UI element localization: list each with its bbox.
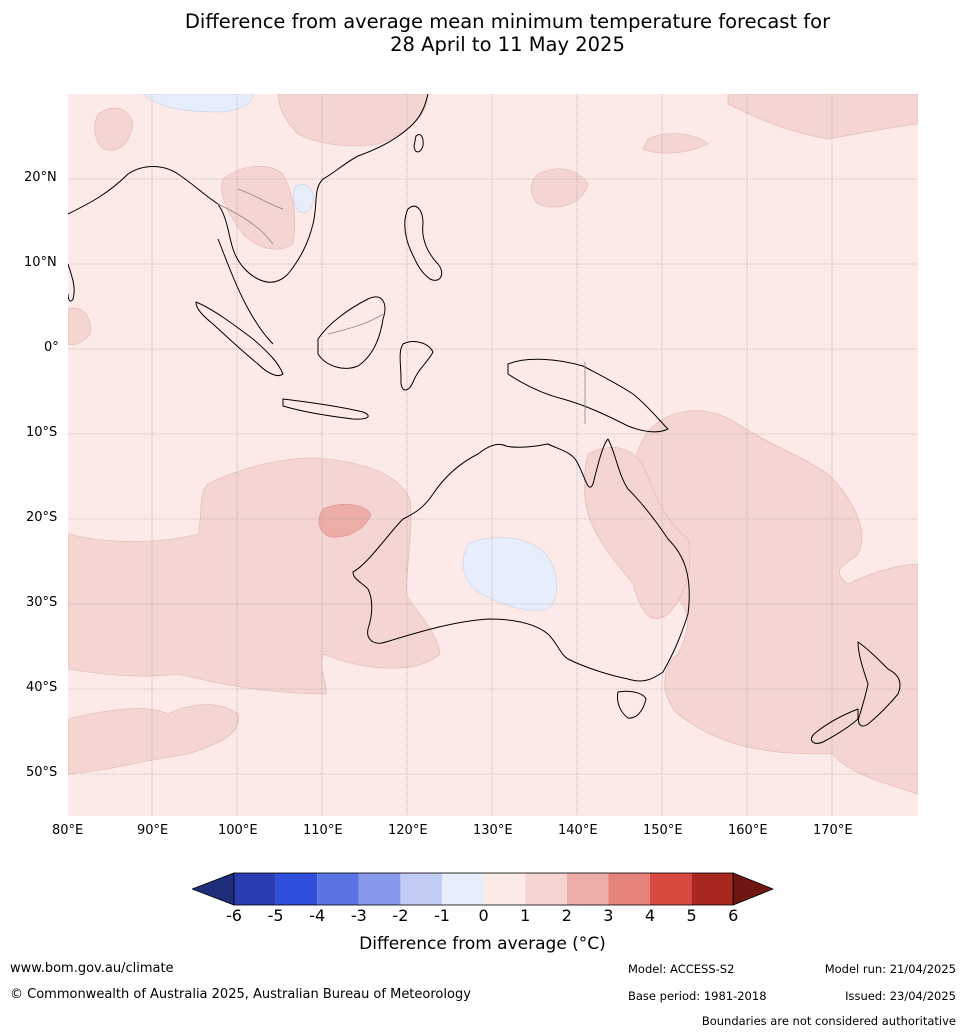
model-run-text: Model run: 21/04/2025 xyxy=(824,962,956,976)
colorbar-tick: 2 xyxy=(561,906,572,925)
lon-label: 140°E xyxy=(558,823,598,838)
anomaly-regions-neg xyxy=(142,94,558,611)
lon-label: 120°E xyxy=(388,823,428,838)
region-north-pacific-mid xyxy=(642,133,709,154)
colorbar-segment xyxy=(525,873,567,905)
malay-peninsula-coast xyxy=(217,238,274,345)
anomaly-regions-1-2 xyxy=(68,94,918,795)
region-north-pacific-w xyxy=(530,168,589,208)
region-bay-of-bengal xyxy=(94,107,134,151)
chart-title: Difference from average mean minimum tem… xyxy=(0,10,965,56)
colorbar-segment xyxy=(234,873,276,905)
graticule xyxy=(68,94,918,816)
lon-label: 150°E xyxy=(643,823,683,838)
region-west-equatorial xyxy=(68,307,91,345)
lon-label: 170°E xyxy=(813,823,853,838)
lon-label: 130°E xyxy=(473,823,513,838)
colorbar-label: Difference from average (°C) xyxy=(359,934,606,954)
region-central-aus-negative xyxy=(462,537,558,611)
colorbar-outline xyxy=(233,872,734,906)
region-east-aus xyxy=(583,447,691,619)
colorbar-tick: 3 xyxy=(603,906,614,925)
colorbar-segment xyxy=(566,873,609,905)
colorbar-segment xyxy=(650,873,692,905)
colorbar-extend-low xyxy=(190,872,235,906)
indochina-borders xyxy=(217,188,284,245)
lat-label: 0° xyxy=(44,340,59,355)
sulawesi-coast xyxy=(399,341,434,391)
colorbar-tick: -5 xyxy=(267,906,284,925)
colorbar-tick: -3 xyxy=(350,906,367,925)
java-coast xyxy=(282,398,369,420)
colorbar-segment xyxy=(275,873,318,905)
region-anomaly-2-3 xyxy=(318,504,372,538)
region-vietnam-coast-negative xyxy=(292,184,315,213)
base-period-text: Base period: 1981-2018 xyxy=(628,989,767,1003)
title-line-2: 28 April to 11 May 2025 xyxy=(390,33,625,56)
model-text: Model: ACCESS-S2 xyxy=(628,962,735,976)
lat-label: 50°S xyxy=(26,765,58,780)
nz-north-coast xyxy=(857,641,901,727)
issued-text: Issued: 23/04/2025 xyxy=(845,989,956,1003)
colorbar xyxy=(190,872,775,910)
colorbar-tick: 4 xyxy=(644,906,656,925)
australia-coast xyxy=(352,438,690,682)
boundaries-note: Boundaries are not considered authoritat… xyxy=(701,1014,956,1028)
tasmania-coast xyxy=(617,690,647,719)
region-indochina xyxy=(221,165,296,250)
lat-label: 30°S xyxy=(26,595,58,610)
colorbar-tick: 1 xyxy=(520,906,531,925)
title-line-1: Difference from average mean minimum tem… xyxy=(184,10,831,33)
borneo-border xyxy=(327,313,384,335)
new-guinea-coast xyxy=(507,358,669,433)
website-link[interactable]: www.bom.gov.au/climate xyxy=(10,961,174,976)
colorbar-tick: -6 xyxy=(226,906,242,925)
coastlines xyxy=(68,94,901,744)
lat-label: 20°N xyxy=(24,170,57,185)
colorbar-tick: 0 xyxy=(478,906,489,925)
lat-label: 20°S xyxy=(26,510,58,525)
lon-label: 100°E xyxy=(218,823,258,838)
colorbar-tick: 5 xyxy=(686,906,697,925)
india-coast xyxy=(68,263,75,302)
colorbar-svg xyxy=(190,872,775,906)
colorbar-segment xyxy=(483,873,526,905)
colorbar-extend-high xyxy=(732,872,775,906)
colorbar-tick: -2 xyxy=(392,906,409,925)
colorbar-tick: 6 xyxy=(728,906,739,925)
colorbar-segment xyxy=(317,873,359,905)
lat-label: 10°S xyxy=(26,425,58,440)
colorbar-tick: -1 xyxy=(434,906,450,925)
region-north-indochina-negative xyxy=(142,94,254,113)
sumatra-coast xyxy=(195,301,284,377)
mainland-asia-coast xyxy=(68,94,429,283)
map-svg xyxy=(68,94,918,816)
colorbar-segment xyxy=(358,873,401,905)
copyright-text: © Commonwealth of Australia 2025, Austra… xyxy=(10,987,471,1002)
lon-label: 110°E xyxy=(303,823,343,838)
colorbar-segment xyxy=(691,873,734,905)
nz-south-coast xyxy=(810,708,859,744)
region-north-pacific-ne xyxy=(727,94,918,140)
region-south-indian xyxy=(68,704,239,775)
lat-label: 40°S xyxy=(26,680,58,695)
borneo-coast xyxy=(317,296,386,369)
lon-label: 160°E xyxy=(728,823,768,838)
lat-label: 10°N xyxy=(24,255,57,270)
lon-label: 80°E xyxy=(52,823,84,838)
philippines-coast xyxy=(404,205,443,281)
colorbar-tick: -4 xyxy=(309,906,326,925)
colorbar-segment xyxy=(442,873,484,905)
colorbar-segment xyxy=(608,873,650,905)
borders xyxy=(217,188,586,424)
colorbar-segment xyxy=(400,873,442,905)
lon-label: 90°E xyxy=(137,823,169,838)
map-panel xyxy=(68,94,918,816)
taiwan-coast xyxy=(413,133,424,153)
